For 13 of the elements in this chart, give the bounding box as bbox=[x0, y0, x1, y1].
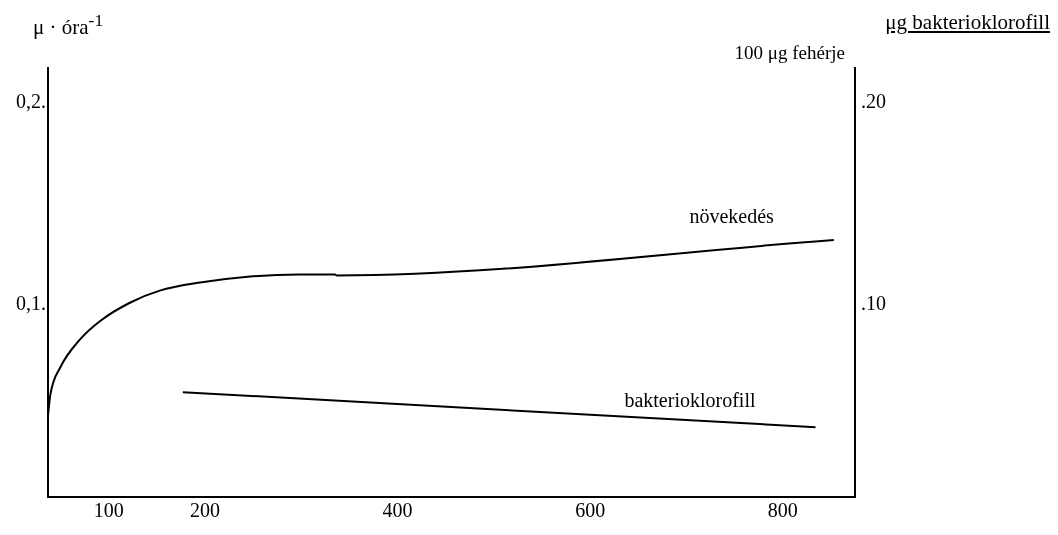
x-tick-label: 100 bbox=[93, 499, 124, 522]
y-tick-label: 0,2. bbox=[16, 89, 46, 112]
x-tick-label: 600 bbox=[575, 499, 606, 522]
y-tick-label: 0,1. bbox=[16, 292, 46, 315]
x-tick-label: 200 bbox=[189, 499, 220, 522]
x-tick-label: 400 bbox=[382, 499, 413, 522]
text: μg bakterioklorofill 100 μg fehérje bbox=[734, 10, 1050, 63]
y-axis-title: μ · óra$^{-1}$ bbox=[33, 10, 104, 40]
series-label: bakterioklorofill bbox=[624, 389, 756, 412]
series-label: növekedés bbox=[689, 205, 775, 228]
x-tick-label: 800 bbox=[767, 499, 798, 522]
y2-tick-label: .20 bbox=[861, 89, 886, 112]
y2-tick-label: .10 bbox=[861, 292, 886, 315]
